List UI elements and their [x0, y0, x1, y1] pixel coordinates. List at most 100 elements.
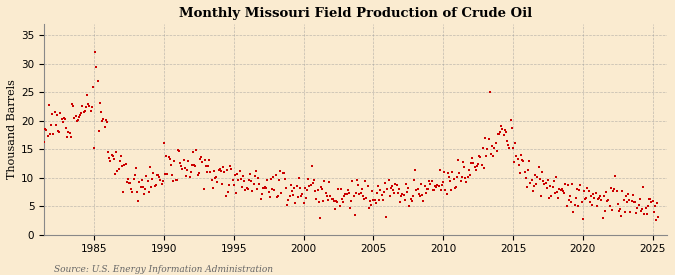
- Point: [645, 196, 655, 201]
- Point: [212, 179, 223, 184]
- Point: [598, 194, 609, 198]
- Point: [368, 198, 379, 202]
- Point: [353, 183, 364, 187]
- Point: [38, 121, 49, 125]
- Point: [408, 178, 419, 183]
- Point: [51, 122, 61, 127]
- Point: [537, 170, 547, 174]
- Point: [178, 158, 189, 163]
- Point: [151, 172, 162, 177]
- Point: [265, 195, 275, 199]
- Point: [335, 187, 346, 191]
- Point: [485, 152, 496, 156]
- Point: [421, 187, 432, 191]
- Point: [614, 209, 624, 213]
- Point: [182, 168, 192, 172]
- Point: [610, 174, 621, 178]
- Point: [371, 191, 382, 196]
- Point: [138, 185, 148, 189]
- Point: [529, 184, 539, 188]
- Point: [283, 197, 294, 202]
- Point: [48, 132, 59, 136]
- Point: [173, 148, 184, 153]
- Point: [162, 172, 173, 176]
- Point: [497, 127, 508, 131]
- Point: [394, 187, 404, 191]
- Point: [443, 174, 454, 179]
- Point: [469, 165, 480, 169]
- Point: [65, 134, 76, 139]
- Point: [421, 191, 431, 196]
- Point: [259, 186, 269, 190]
- Point: [535, 194, 546, 198]
- Point: [186, 163, 197, 167]
- Point: [625, 210, 636, 214]
- Point: [290, 201, 301, 205]
- Point: [512, 156, 523, 161]
- Point: [425, 182, 436, 186]
- Point: [551, 175, 562, 179]
- Point: [438, 180, 449, 184]
- Point: [192, 173, 203, 178]
- Point: [395, 200, 406, 205]
- Point: [339, 194, 350, 199]
- Point: [517, 158, 528, 162]
- Point: [514, 170, 525, 175]
- Point: [106, 153, 117, 157]
- Point: [155, 177, 166, 182]
- Point: [358, 197, 369, 201]
- Point: [104, 155, 115, 160]
- Point: [532, 175, 543, 179]
- Point: [196, 155, 207, 159]
- Point: [413, 191, 424, 196]
- Point: [72, 119, 82, 123]
- Point: [527, 189, 538, 193]
- Point: [397, 191, 408, 196]
- Point: [231, 191, 242, 195]
- Point: [352, 178, 362, 182]
- Point: [564, 193, 575, 198]
- Point: [363, 206, 374, 210]
- Point: [63, 130, 74, 134]
- Point: [474, 153, 485, 158]
- Point: [400, 182, 411, 186]
- Point: [487, 144, 497, 148]
- Point: [68, 104, 78, 109]
- Point: [639, 212, 650, 216]
- Point: [475, 155, 486, 159]
- Point: [246, 178, 256, 183]
- Point: [164, 156, 175, 161]
- Point: [581, 196, 592, 200]
- Point: [602, 198, 613, 203]
- Point: [637, 207, 647, 211]
- Point: [511, 154, 522, 158]
- Point: [540, 181, 551, 186]
- Point: [340, 192, 351, 197]
- Point: [446, 187, 457, 192]
- Point: [323, 198, 333, 202]
- Point: [111, 150, 122, 154]
- Point: [498, 133, 509, 138]
- Point: [377, 198, 388, 202]
- Point: [207, 185, 218, 190]
- Point: [218, 165, 229, 169]
- Point: [510, 141, 520, 145]
- Point: [566, 200, 576, 204]
- Point: [387, 184, 398, 189]
- Point: [360, 178, 371, 183]
- Point: [327, 197, 338, 201]
- Point: [273, 178, 284, 182]
- Point: [611, 189, 622, 194]
- Point: [601, 189, 612, 194]
- Point: [294, 176, 304, 180]
- Point: [239, 178, 250, 183]
- Point: [303, 177, 314, 182]
- Point: [316, 185, 327, 189]
- Point: [431, 185, 441, 189]
- Point: [82, 93, 92, 97]
- Point: [442, 170, 453, 175]
- Point: [181, 174, 192, 178]
- Point: [93, 128, 104, 133]
- Point: [160, 172, 171, 177]
- Point: [419, 184, 430, 189]
